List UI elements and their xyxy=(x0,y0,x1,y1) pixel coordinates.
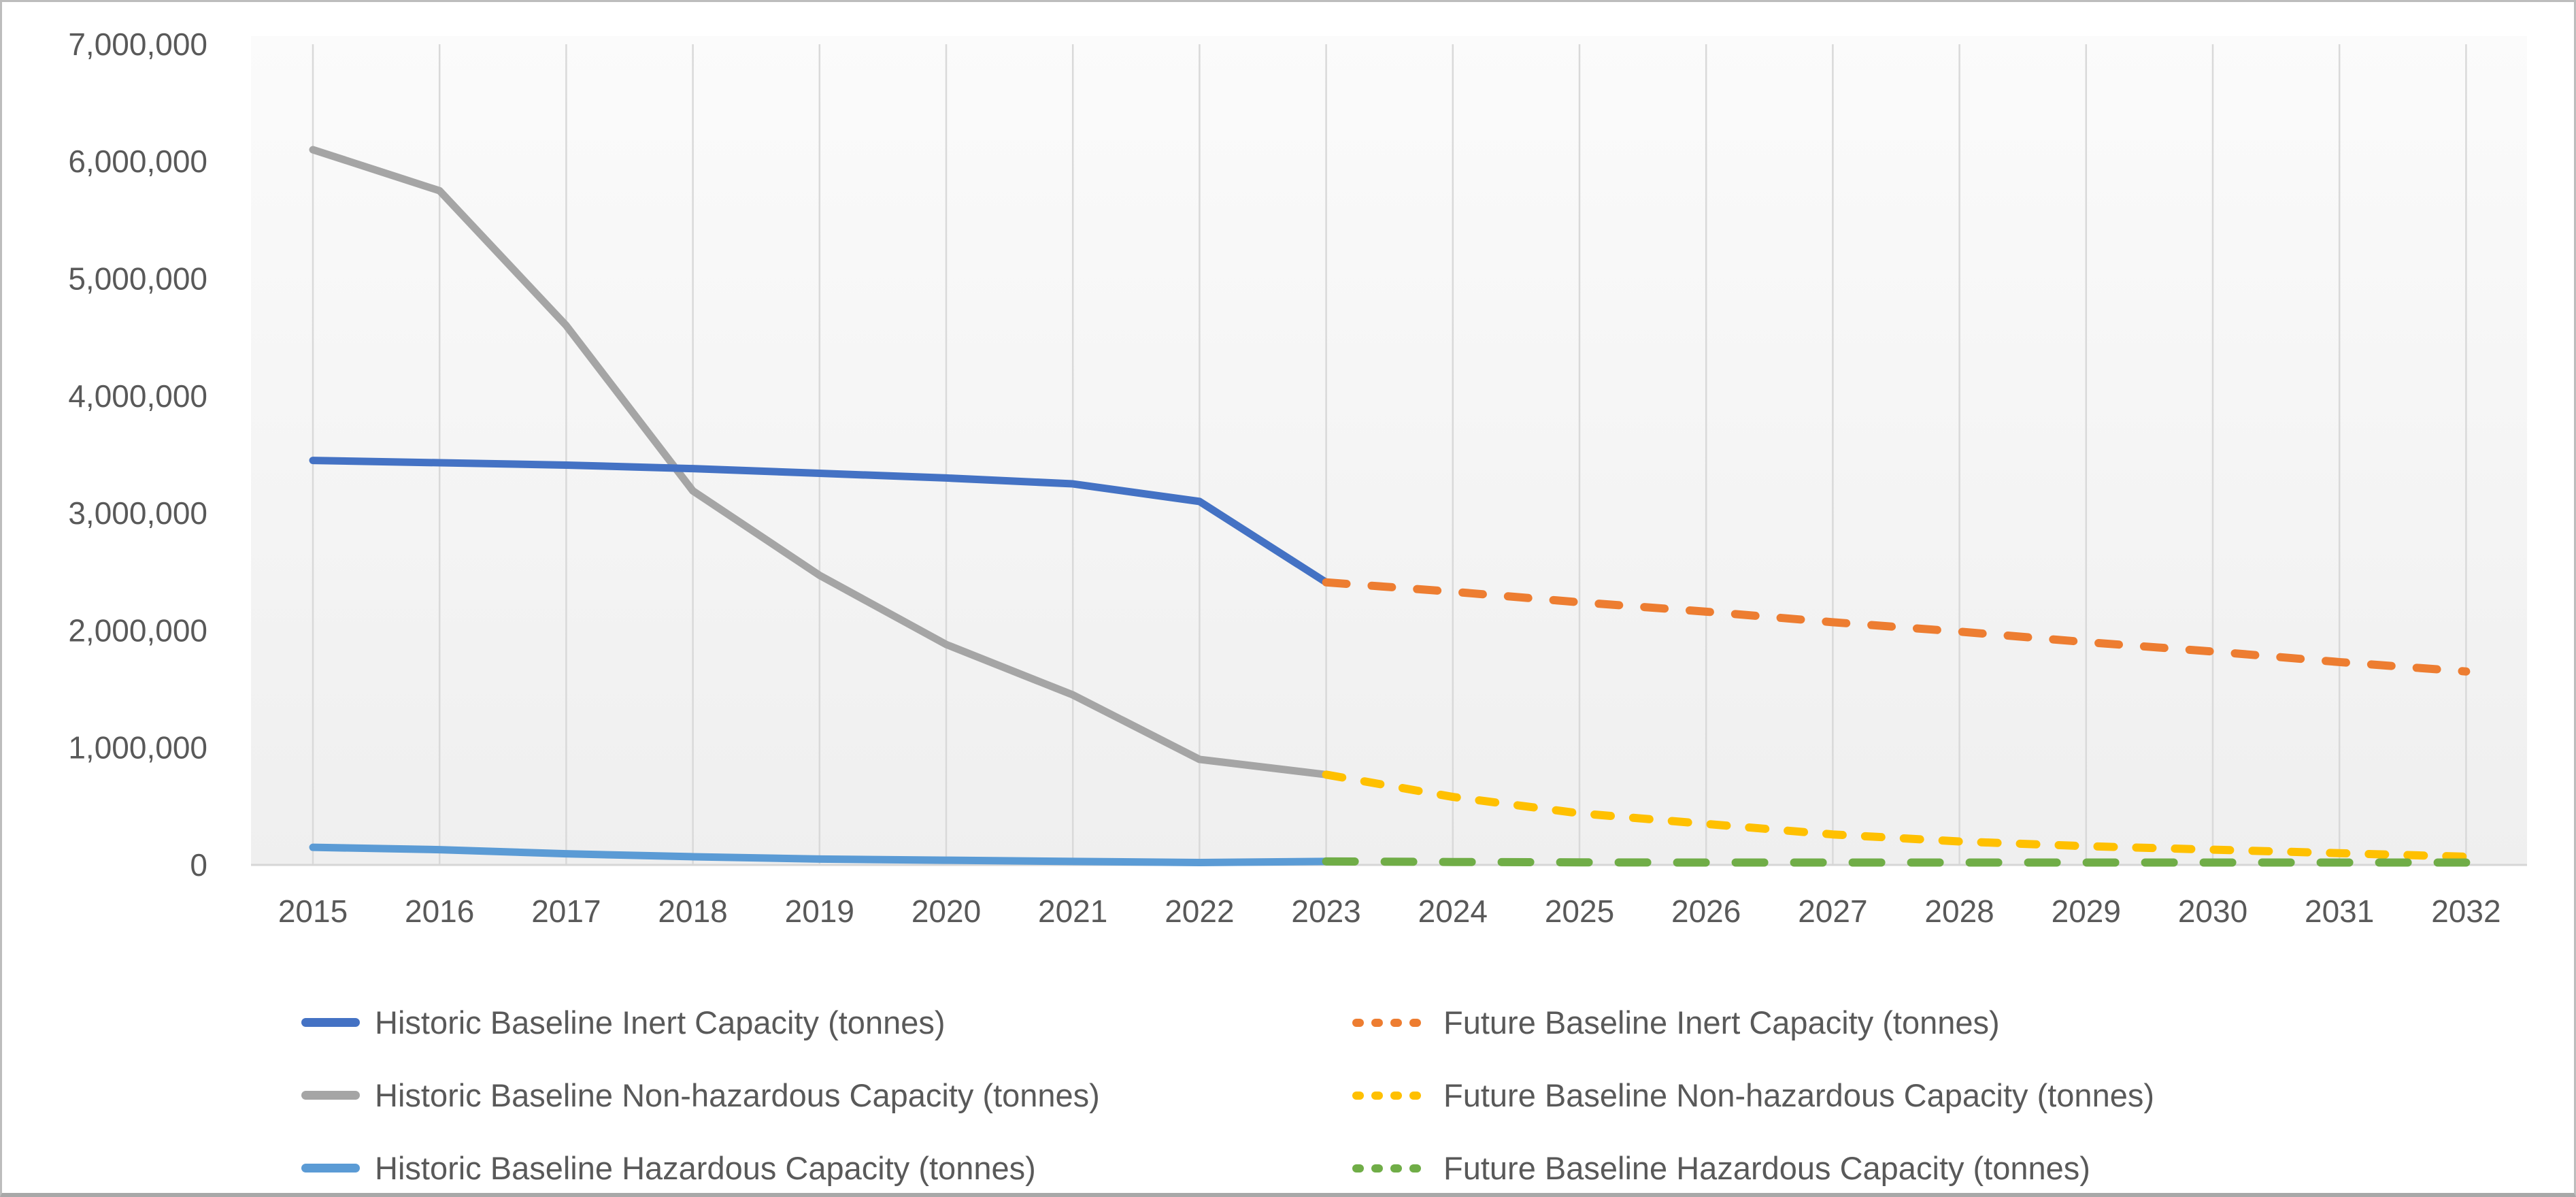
x-tick-label-2026: 2026 xyxy=(1671,893,1741,929)
series-line-historic-baseline-inert-capacity-tonnes- xyxy=(309,457,1331,587)
series-line-historic-baseline-non-hazardous-capacity-tonnes- xyxy=(309,146,1331,778)
y-tick-label-3000000: 3,000,000 xyxy=(68,495,207,531)
x-tick-label-2031: 2031 xyxy=(2305,893,2374,929)
x-tick-label-2025: 2025 xyxy=(1545,893,1614,929)
x-tick-label-2016: 2016 xyxy=(405,893,474,929)
x-tick-label-2019: 2019 xyxy=(785,893,854,929)
x-tick-label-2032: 2032 xyxy=(2431,893,2500,929)
series-line-future-baseline-hazardous-capacity-tonnes- xyxy=(1322,857,2471,867)
plot-area-background xyxy=(251,36,2527,865)
x-tick-label-2015: 2015 xyxy=(278,893,348,929)
x-tick-label-2024: 2024 xyxy=(1418,893,1488,929)
series-line-future-baseline-inert-capacity-tonnes- xyxy=(1322,578,2471,676)
x-tick-label-2027: 2027 xyxy=(1798,893,1867,929)
series-line-historic-baseline-hazardous-capacity-tonnes- xyxy=(309,843,1331,867)
x-tick-label-2020: 2020 xyxy=(911,893,981,929)
x-tick-label-2018: 2018 xyxy=(658,893,727,929)
y-tick-label-4000000: 4,000,000 xyxy=(68,378,207,414)
x-tick-label-2023: 2023 xyxy=(1291,893,1360,929)
y-tick-label-0: 0 xyxy=(190,847,207,883)
x-tick-label-2017: 2017 xyxy=(531,893,601,929)
x-tick-label-2021: 2021 xyxy=(1038,893,1107,929)
y-tick-label-5000000: 5,000,000 xyxy=(68,261,207,297)
y-tick-label-1000000: 1,000,000 xyxy=(68,730,207,766)
x-tick-label-2022: 2022 xyxy=(1165,893,1234,929)
y-tick-label-6000000: 6,000,000 xyxy=(68,144,207,179)
y-tick-label-7000000: 7,000,000 xyxy=(68,27,207,62)
x-tick-label-2029: 2029 xyxy=(2052,893,2121,929)
series-line-future-baseline-non-hazardous-capacity-tonnes- xyxy=(1322,770,2471,861)
x-tick-label-2030: 2030 xyxy=(2178,893,2247,929)
x-tick-label-2028: 2028 xyxy=(1924,893,1994,929)
y-tick-label-2000000: 2,000,000 xyxy=(68,612,207,648)
